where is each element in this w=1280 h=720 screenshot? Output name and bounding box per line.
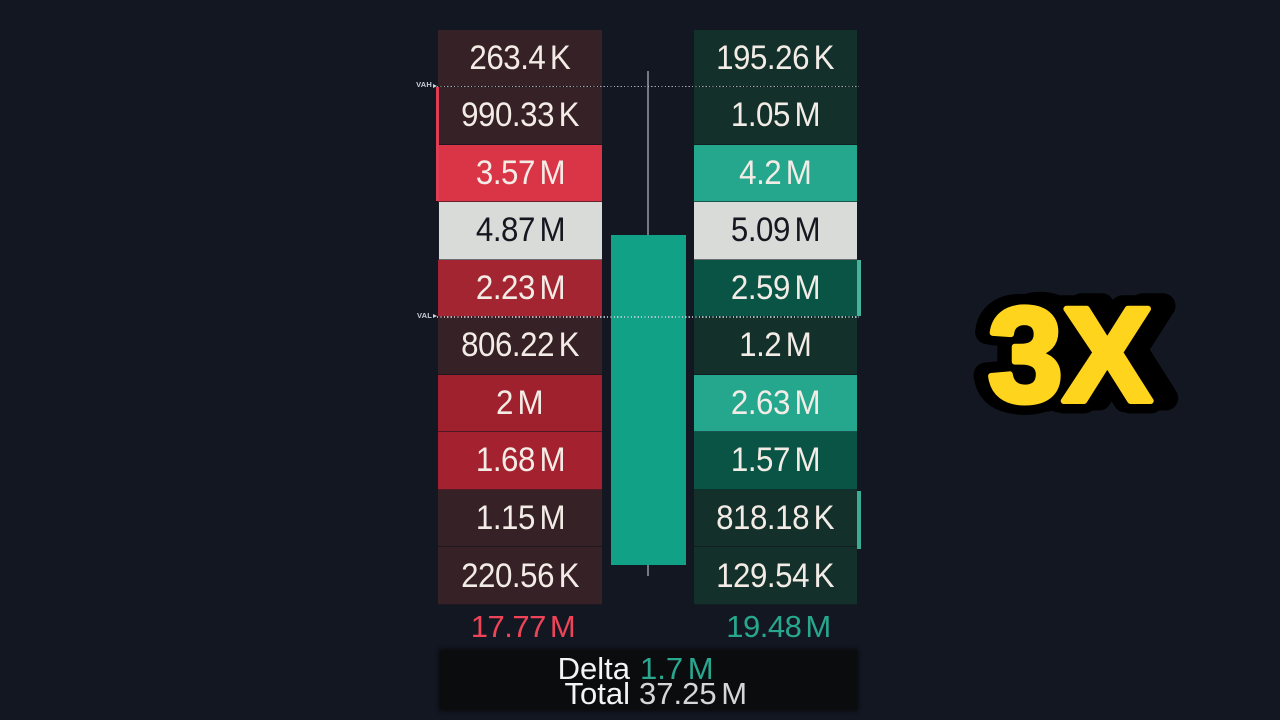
svg-text:3X: 3X [988,281,1152,430]
svg-text:3X: 3X [983,280,1147,429]
svg-text:3X: 3X [1003,278,1167,427]
svg-text:3X: 3X [988,281,1152,430]
